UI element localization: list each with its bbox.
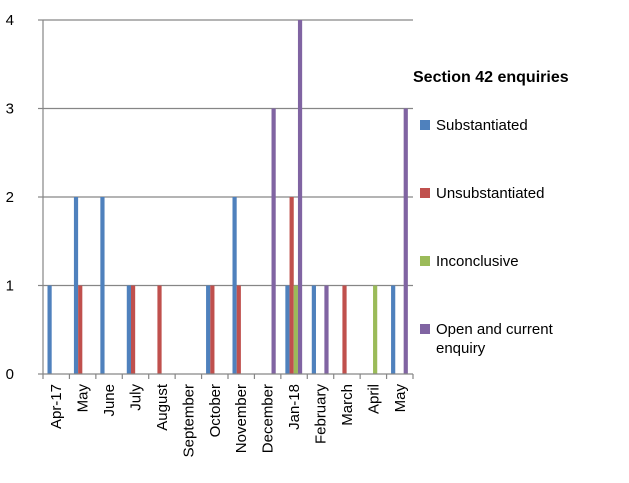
bar-substantiated: [100, 197, 105, 374]
bar-unsubstantiated: [78, 285, 83, 374]
legend-label: Open and current enquiry: [436, 321, 554, 357]
axes: [38, 19, 414, 379]
y-tick-label: 1: [6, 278, 14, 295]
legend-swatch: [420, 120, 430, 130]
bar-substantiated: [47, 285, 52, 374]
bar-open-and-current-enquiry: [403, 108, 408, 374]
legend-swatch: [420, 324, 430, 334]
bar-substantiated: [126, 285, 131, 374]
bar-substantiated: [232, 197, 237, 374]
y-tick-label: 2: [6, 189, 14, 206]
bar-substantiated: [311, 285, 316, 374]
x-tick-label: November: [233, 384, 250, 453]
bar-unsubstantiated: [289, 197, 294, 374]
bar-substantiated: [285, 285, 290, 374]
legend-swatch: [420, 256, 430, 266]
bars: [47, 20, 408, 374]
x-tick-label: August: [154, 383, 171, 431]
x-tick-label: May: [75, 384, 92, 413]
legend: Section 42 enquiries Substantiated Unsubs…: [413, 69, 569, 357]
bar-open-and-current-enquiry: [297, 20, 303, 374]
x-tick-label: July: [128, 384, 145, 411]
bar-inconclusive: [293, 285, 298, 374]
bar-unsubstantiated: [210, 285, 215, 374]
x-tick-label: April: [365, 384, 382, 414]
x-tick-label: Jan-18: [286, 384, 303, 430]
gridlines: [43, 19, 413, 287]
bar-unsubstantiated: [342, 285, 347, 374]
bar-substantiated: [73, 197, 79, 374]
bar-substantiated: [391, 285, 396, 374]
bar-open-and-current-enquiry: [271, 108, 276, 374]
y-tick-label: 4: [6, 12, 14, 29]
legend-swatch: [420, 188, 430, 198]
legend-title: Section 42 enquiries: [413, 69, 569, 86]
bar-substantiated: [206, 285, 211, 374]
x-tick-label: May: [392, 384, 409, 413]
x-tick-label: June: [101, 384, 118, 417]
x-tick-label: September: [180, 384, 197, 457]
legend-label: Inconclusive: [436, 253, 519, 270]
bar-open-and-current-enquiry: [324, 285, 329, 374]
bar-inconclusive: [373, 285, 378, 374]
bar-unsubstantiated: [236, 285, 241, 374]
y-tick-labels: 0 1 2 3 4: [6, 12, 14, 383]
legend-label: Unsubstantiated: [436, 185, 544, 202]
x-tick-label: February: [313, 384, 330, 445]
x-tick-labels: Apr-17 May June July August September October N…: [48, 383, 409, 457]
x-tick-label: March: [339, 384, 356, 426]
x-tick-label: October: [207, 384, 224, 437]
x-tick-label: Apr-17: [48, 384, 65, 429]
x-tick-label: December: [260, 384, 277, 453]
bar-unsubstantiated: [130, 285, 136, 374]
bar-unsubstantiated: [157, 285, 162, 374]
y-tick-label: 3: [6, 101, 14, 118]
legend-label: Substantiated: [436, 117, 528, 134]
y-tick-label: 0: [6, 366, 14, 383]
